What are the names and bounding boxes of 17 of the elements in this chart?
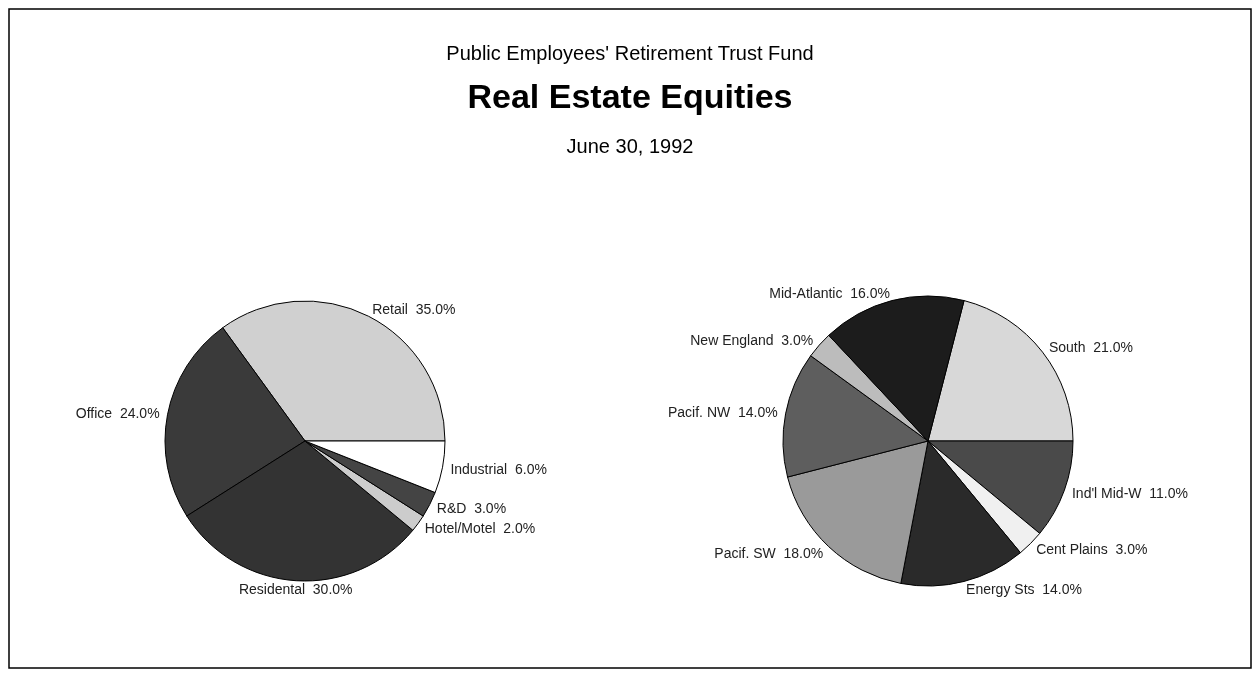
slice-label: Ind'l Mid-W 11.0% [1071, 484, 1188, 501]
slice-label: New England 3.0% [690, 331, 814, 348]
slice-label: Hotel/Motel 2.0% [424, 519, 536, 536]
text: Public Employees' Retirement Trust Fund [446, 42, 814, 64]
slice-label: Retail 35.0% [372, 301, 456, 318]
slice-label: Pacif. SW 18.0% [714, 544, 824, 561]
text: June 30, 1992 [566, 135, 694, 157]
slice-label: South 21.0% [1048, 339, 1133, 356]
slice-label: Office 24.0% [75, 405, 160, 422]
slice-label: Industrial 6.0% [450, 460, 547, 477]
slice-label: Cent Plains 3.0% [1036, 541, 1148, 558]
slice-label: R&D 3.0% [436, 500, 507, 517]
text: Real Estate Equities [467, 77, 793, 115]
slice-label: Residental 30.0% [238, 580, 353, 597]
slice-label: Mid-Atlantic 16.0% [769, 284, 890, 301]
slice-label: Energy Sts 14.0% [966, 581, 1082, 598]
slice-label: Pacif. NW 14.0% [668, 404, 778, 421]
